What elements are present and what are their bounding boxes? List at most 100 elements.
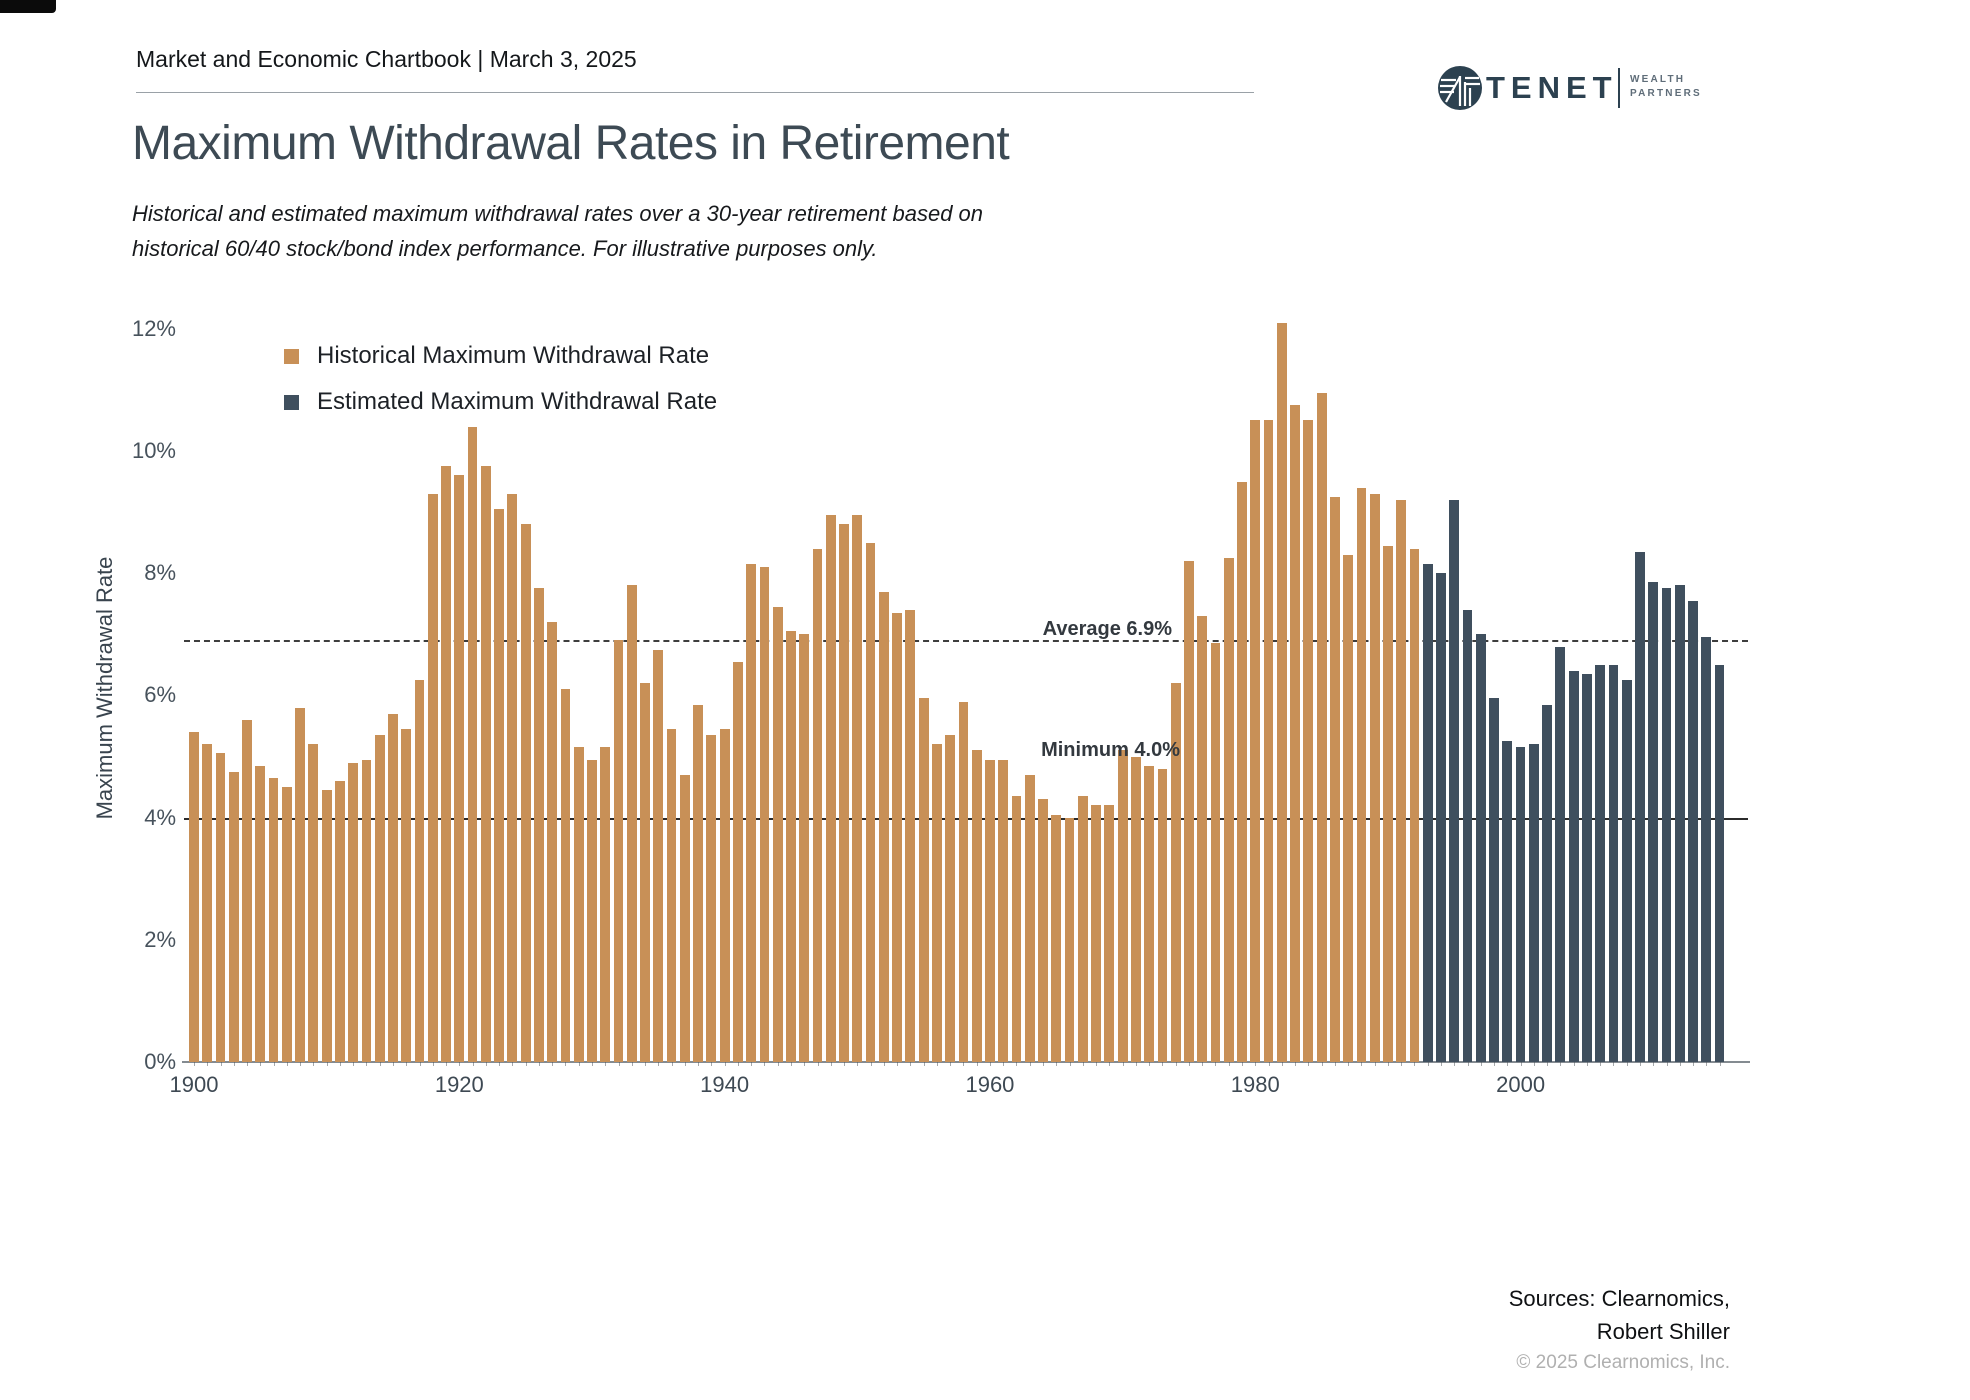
year-tick-1955: [923, 1062, 925, 1066]
average-reference-line: [184, 640, 1748, 643]
year-tick-2008: [1626, 1062, 1628, 1066]
historical-bar-1935: [653, 649, 664, 1062]
historical-bar-1988: [1356, 487, 1367, 1062]
historical-bar-1901: [202, 744, 213, 1062]
year-tick-1926: [538, 1062, 540, 1066]
historical-bar-1989: [1369, 493, 1380, 1062]
year-tick-1977: [1215, 1062, 1217, 1066]
year-tick-1935: [658, 1062, 660, 1066]
year-tick-2011: [1666, 1062, 1668, 1066]
year-tick-1993: [1427, 1062, 1429, 1066]
year-tick-1927: [552, 1062, 554, 1066]
historical-bar-1914: [374, 735, 385, 1062]
year-tick-1949: [844, 1062, 846, 1066]
logo-subtext-wealth: WEALTH: [1630, 74, 1686, 85]
x-tick-label-1940: 1940: [700, 1072, 750, 1097]
year-tick-1985: [1321, 1062, 1323, 1066]
page-subtitle: Historical and estimated maximum withdra…: [132, 196, 983, 266]
year-tick-1973: [1162, 1062, 1164, 1066]
year-tick-2003: [1560, 1062, 1562, 1066]
year-tick-1978: [1228, 1062, 1230, 1066]
year-tick-1904: [247, 1062, 249, 1066]
historical-bar-1979: [1237, 481, 1247, 1062]
year-tick-1945: [790, 1062, 792, 1066]
historical-bar-1907: [281, 787, 292, 1062]
year-tick-2004: [1573, 1062, 1575, 1066]
year-tick-1983: [1295, 1062, 1297, 1066]
year-tick-1920: [459, 1062, 461, 1066]
year-tick-1936: [671, 1062, 673, 1066]
estimated-bar-2008: [1621, 680, 1632, 1062]
year-tick-1933: [631, 1062, 633, 1066]
year-tick-1938: [698, 1062, 700, 1066]
year-tick-1981: [1268, 1062, 1270, 1066]
year-tick-1966: [1069, 1062, 1071, 1066]
average-line-label: Average 6.9%: [1042, 618, 1172, 640]
year-tick-1982: [1281, 1062, 1283, 1066]
year-tick-2012: [1679, 1062, 1681, 1066]
estimated-bar-2006: [1595, 664, 1606, 1062]
historical-bar-1910: [321, 790, 332, 1062]
year-tick-1918: [432, 1062, 434, 1066]
year-tick-1903: [233, 1062, 235, 1066]
year-tick-1923: [499, 1062, 501, 1066]
historical-bar-1954: [905, 609, 916, 1062]
year-tick-1954: [910, 1062, 912, 1066]
historical-bar-1925: [520, 524, 531, 1062]
legend-item-historical: Historical Maximum Withdrawal Rate: [284, 342, 717, 369]
historical-bar-1952: [878, 591, 889, 1062]
year-tick-1961: [1003, 1062, 1005, 1066]
estimated-bar-2001: [1528, 744, 1539, 1062]
copyright-notice: © 2025 Clearnomics, Inc.: [1516, 1352, 1730, 1373]
year-tick-1994: [1441, 1062, 1442, 1066]
chart-legend: Historical Maximum Withdrawal Rate Estim…: [284, 342, 717, 415]
year-tick-2002: [1547, 1062, 1549, 1066]
historical-bar-1992: [1409, 548, 1420, 1062]
historical-bar-1943: [759, 567, 770, 1062]
historical-bar-1981: [1263, 420, 1274, 1062]
year-tick-2013: [1693, 1062, 1695, 1066]
tenet-logo-subtext: WEALTH PARTNERS: [1630, 73, 1702, 101]
estimated-bar-2011: [1661, 588, 1672, 1062]
year-tick-1972: [1149, 1062, 1151, 1066]
estimated-bar-2003: [1555, 646, 1566, 1062]
legend-item-estimated: Estimated Maximum Withdrawal Rate: [284, 388, 717, 415]
historical-bar-1934: [640, 683, 650, 1062]
sources-line-2: Robert Shiller: [1596, 1319, 1730, 1344]
year-tick-1953: [897, 1062, 899, 1066]
year-tick-1989: [1374, 1062, 1376, 1066]
year-tick-1944: [777, 1062, 779, 1066]
year-tick-1911: [339, 1062, 341, 1066]
y-tick-label-8: 8%: [144, 560, 176, 586]
y-tick-label-4: 4%: [144, 804, 176, 830]
historical-bar-1961: [998, 759, 1009, 1062]
year-tick-1965: [1056, 1062, 1058, 1066]
year-tick-1906: [273, 1062, 275, 1066]
historical-bar-1928: [560, 689, 571, 1062]
year-tick-1986: [1334, 1062, 1336, 1066]
historical-bar-1950: [852, 515, 863, 1062]
year-tick-1947: [817, 1062, 819, 1066]
minimum-line-label: Minimum 4.0%: [1041, 739, 1180, 761]
year-tick-1960: [989, 1062, 991, 1066]
year-tick-1948: [830, 1062, 832, 1066]
year-tick-1984: [1308, 1062, 1310, 1066]
historical-bar-1980: [1250, 420, 1261, 1062]
estimated-bar-1996: [1462, 609, 1473, 1062]
year-tick-1952: [883, 1062, 885, 1066]
historical-bar-1973: [1157, 768, 1168, 1062]
logo-subtext-partners: PARTNERS: [1630, 88, 1702, 99]
year-tick-1962: [1016, 1062, 1018, 1066]
year-tick-1940: [724, 1062, 726, 1066]
year-tick-1919: [446, 1062, 448, 1066]
historical-bar-1951: [865, 542, 876, 1062]
x-tick-label-1980: 1980: [1230, 1072, 1280, 1097]
estimated-bar-2005: [1582, 674, 1592, 1062]
year-tick-1909: [313, 1062, 315, 1066]
estimated-bar-2007: [1608, 664, 1619, 1062]
year-tick-1998: [1494, 1062, 1496, 1066]
estimated-bar-1997: [1475, 634, 1486, 1062]
year-tick-1942: [751, 1062, 753, 1066]
historical-bar-1917: [414, 680, 425, 1062]
